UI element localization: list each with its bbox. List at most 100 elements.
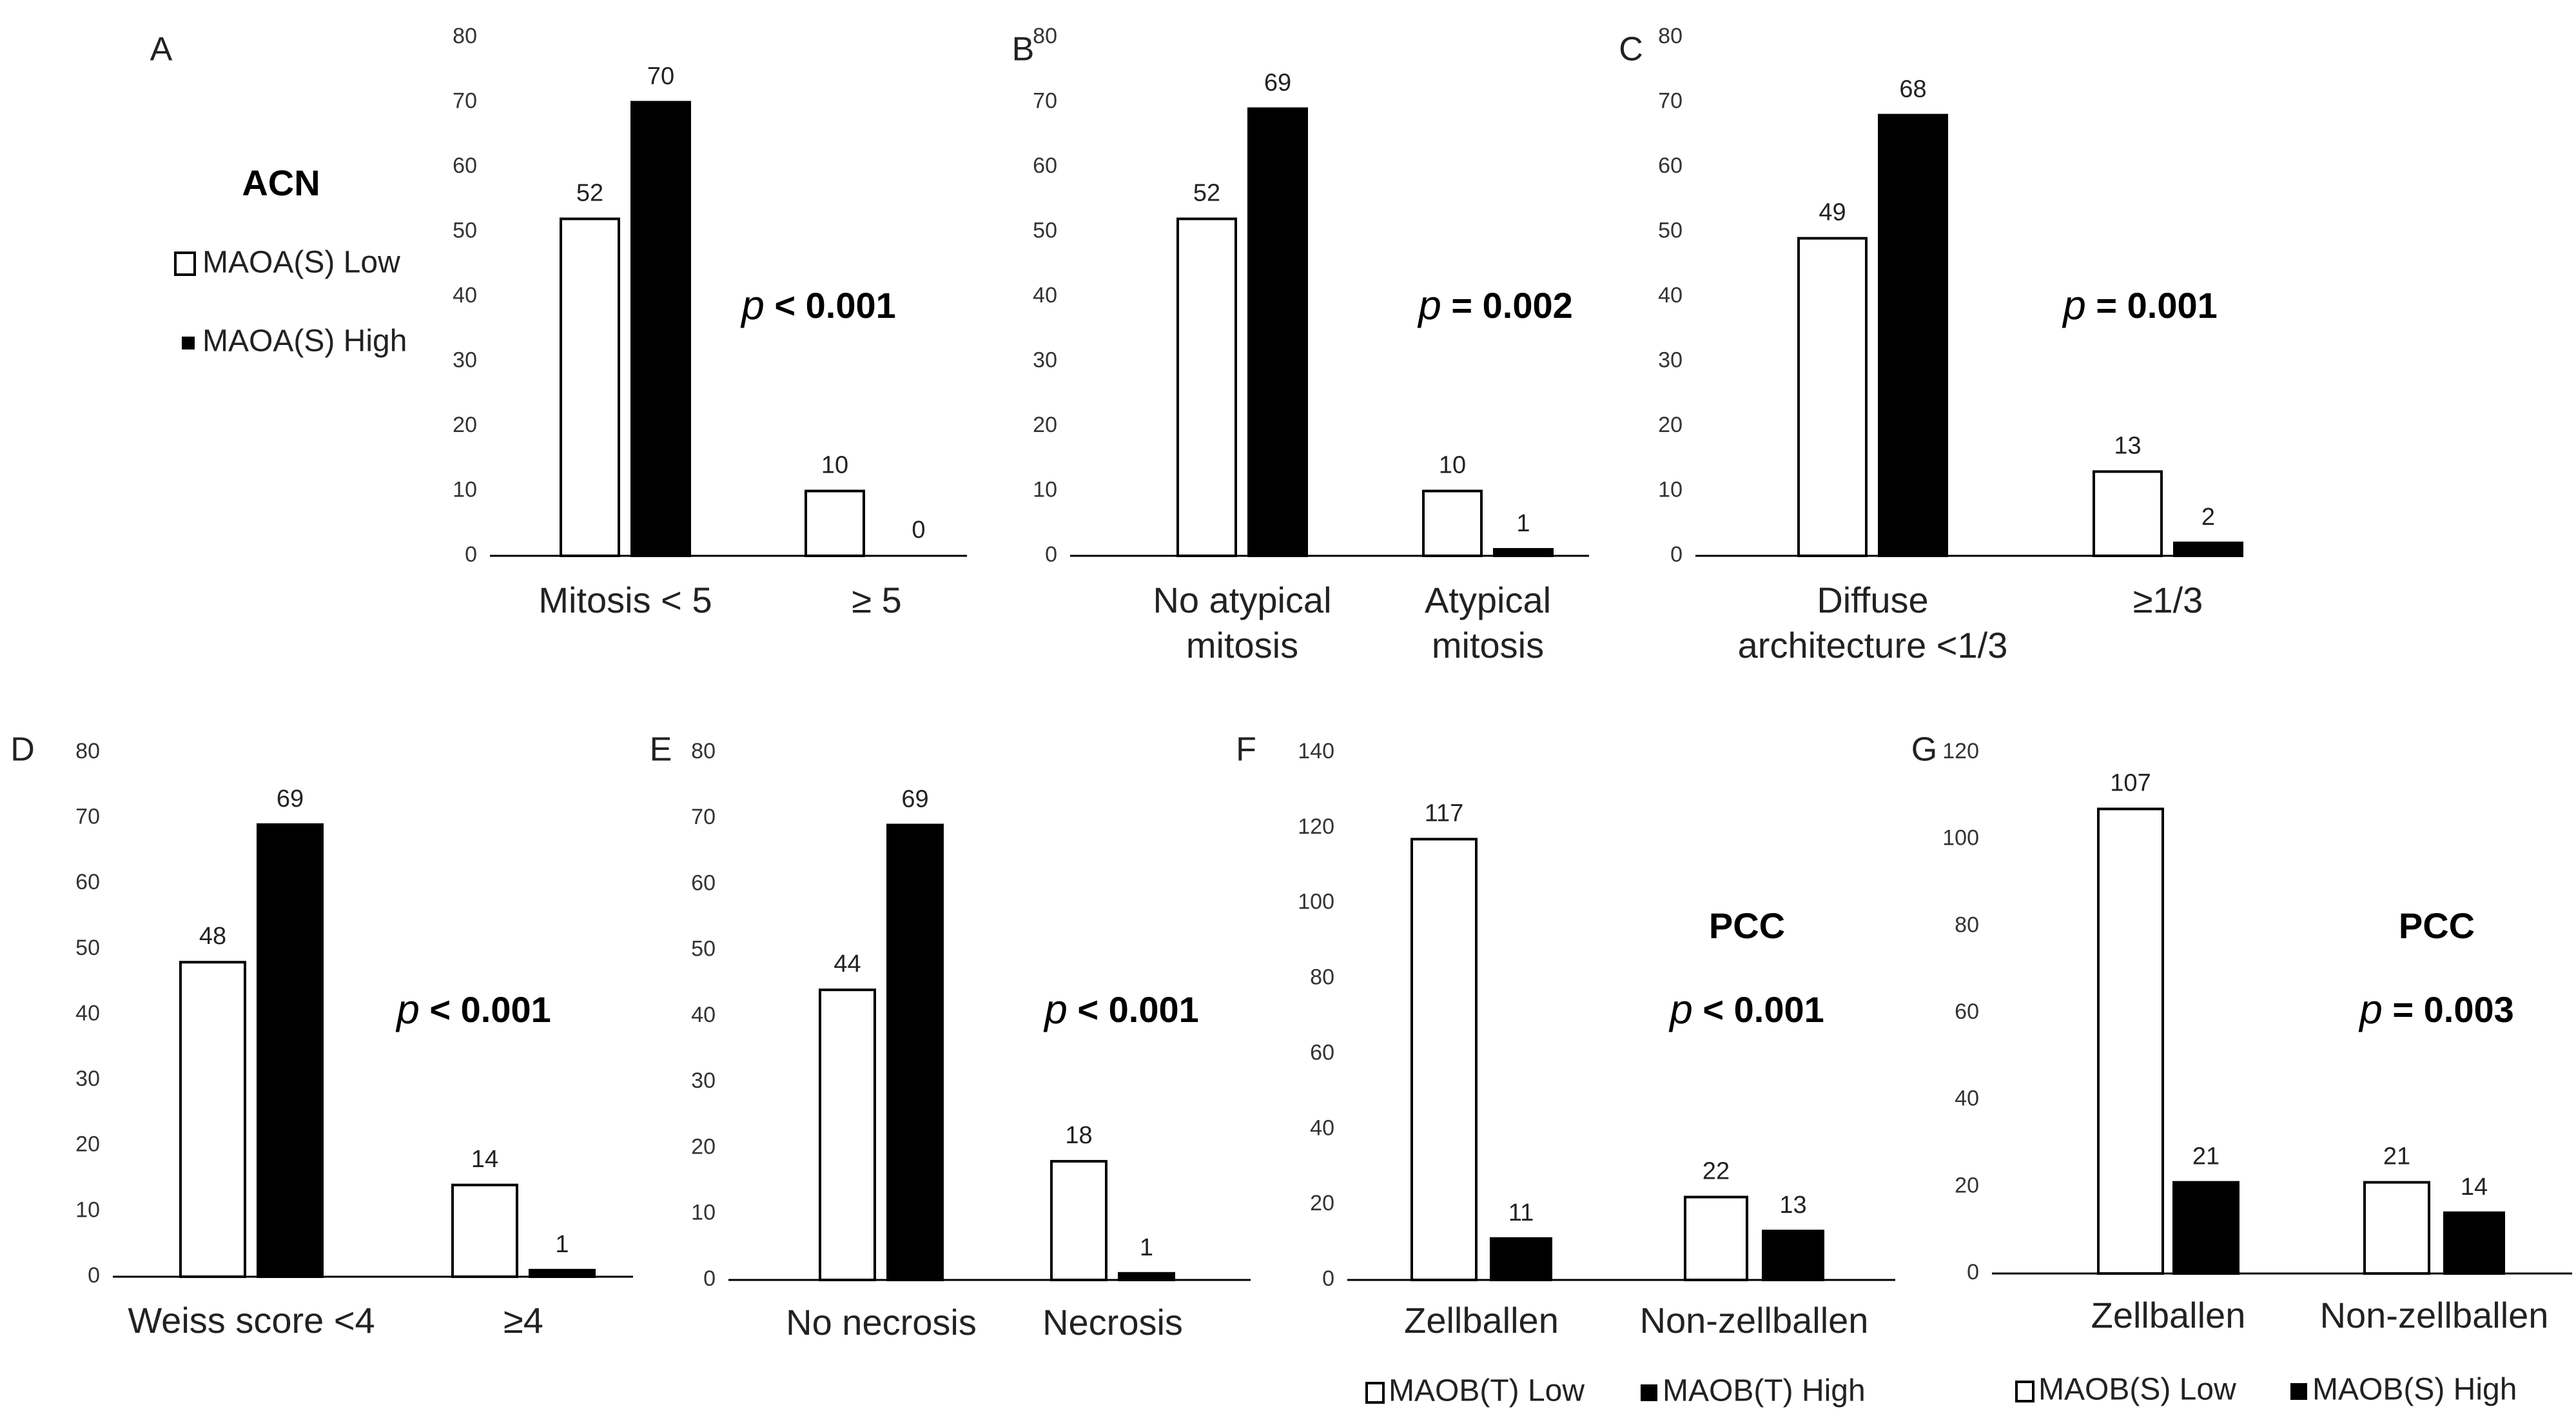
data-label: 70 <box>647 63 674 90</box>
y-tick-label: 70 <box>1658 88 1683 113</box>
category-label: architecture <1/3 <box>1738 625 2008 665</box>
y-tick-label: 20 <box>453 413 477 437</box>
p-symbol: p <box>2358 986 2383 1032</box>
y-tick-label: 70 <box>1033 88 1057 113</box>
panel-letter: C <box>1619 31 1643 68</box>
p-value: < 0.001 <box>765 285 896 326</box>
p-value-label: p = 0.001 <box>2062 282 2218 328</box>
y-tick-label: 60 <box>1310 1040 1334 1065</box>
y-tick-label: 40 <box>75 1001 100 1025</box>
category-label: No necrosis <box>786 1302 977 1342</box>
y-tick-label: 20 <box>1658 413 1683 437</box>
legend-swatch-high <box>1641 1384 1657 1401</box>
bar-high <box>2443 1211 2505 1275</box>
panel-letter: F <box>1236 731 1256 769</box>
data-label: 52 <box>576 179 603 206</box>
data-label: 1 <box>1516 510 1530 537</box>
y-tick-label: 80 <box>1310 965 1334 990</box>
y-tick-label: 0 <box>88 1263 100 1288</box>
bar-high <box>529 1268 596 1279</box>
data-label: 21 <box>2383 1143 2410 1170</box>
category-label: ≥4 <box>503 1300 543 1341</box>
bar-high <box>2173 541 2243 558</box>
y-tick-label: 60 <box>453 153 477 178</box>
bar-high <box>1762 1230 1824 1281</box>
p-value-label: p < 0.001 <box>1043 986 1199 1032</box>
y-tick-label: 80 <box>1955 912 1979 937</box>
category-label: Atypical <box>1425 580 1551 620</box>
bar-low <box>1684 1195 1748 1282</box>
y-tick-label: 80 <box>691 739 716 763</box>
p-symbol: p <box>1668 986 1693 1032</box>
y-tick-label: 50 <box>75 936 100 960</box>
category-label: mitosis <box>1432 625 1544 665</box>
y-tick-label: 20 <box>1033 413 1057 437</box>
category-label: Diffuse <box>1817 580 1928 620</box>
p-value-label: p < 0.001 <box>395 986 551 1032</box>
data-label: 69 <box>277 785 304 812</box>
y-tick-label: 40 <box>453 283 477 308</box>
data-label: 0 <box>912 516 925 544</box>
category-label: Mitosis < 5 <box>538 580 712 620</box>
panel-a: A 0 10 20 30 40 50 60 70 80 52 70 Mitosis < 5 10 0 ≥ 5 p… <box>150 24 967 620</box>
category-label: ≥1/3 <box>2133 580 2203 620</box>
panel-c: C 0 10 20 30 40 50 60 70 80 49 68 Diffuse architectur… <box>1619 24 2243 665</box>
p-symbol: p <box>2062 282 2086 328</box>
y-tick-label: 20 <box>1310 1191 1334 1215</box>
p-symbol: p <box>395 986 420 1032</box>
data-label: 1 <box>555 1231 569 1258</box>
data-label: 2 <box>2201 504 2215 531</box>
y-tick-label: 0 <box>1322 1266 1334 1291</box>
bar-high <box>1247 107 1308 558</box>
y-tick-label: 100 <box>1942 826 1979 851</box>
y-tick-label: 30 <box>691 1068 716 1093</box>
y-tick-label: 0 <box>1967 1260 1979 1284</box>
y-tick-label: 60 <box>75 870 100 894</box>
panel-b: B 0 10 20 30 40 50 60 70 80 52 69 No atypical mitosis… <box>1012 24 1589 665</box>
bar-high <box>1490 1237 1552 1281</box>
y-tick-label: 30 <box>1033 348 1057 372</box>
p-value-label: p < 0.001 <box>1668 986 1824 1032</box>
y-tick-label: 10 <box>691 1201 716 1225</box>
p-value: = 0.002 <box>1441 285 1573 326</box>
bar-low <box>1050 1159 1107 1281</box>
data-label: 10 <box>821 452 848 479</box>
bar-low <box>2363 1181 2430 1275</box>
legend-label: MAOB(T) Low <box>1389 1374 1585 1408</box>
y-tick-label: 140 <box>1298 739 1334 763</box>
y-tick-label: 30 <box>453 348 477 372</box>
panel-letter: G <box>1911 731 1937 769</box>
data-label: 22 <box>1703 1157 1730 1185</box>
bar-low <box>1410 838 1478 1281</box>
data-label: 49 <box>1819 199 1846 226</box>
group-title: PCC <box>1709 905 1785 946</box>
bar-high <box>2172 1181 2239 1275</box>
y-tick-label: 0 <box>465 542 477 567</box>
y-tick-label: 10 <box>1658 477 1683 502</box>
panel-letter: B <box>1012 31 1035 68</box>
y-tick-label: 10 <box>1033 477 1057 502</box>
legend-swatch-low <box>174 251 196 276</box>
bar-low <box>819 988 876 1281</box>
panel-letter: E <box>650 731 672 769</box>
y-tick-label: 50 <box>453 218 477 242</box>
data-label: 14 <box>471 1146 498 1173</box>
panel-e: E 0 10 20 30 40 50 60 70 80 44 69 No necrosis 18 1 Necr… <box>650 731 1251 1342</box>
data-label: 11 <box>1508 1199 1534 1226</box>
legend: MAOA(S) Low MAOA(S) High <box>174 246 407 359</box>
data-label: 107 <box>2110 770 2151 797</box>
bar-high <box>1493 547 1554 558</box>
bar-low <box>805 489 865 557</box>
data-label: 69 <box>901 786 928 813</box>
p-value-label: p < 0.001 <box>740 282 896 328</box>
y-tick-label: 20 <box>1955 1173 1979 1197</box>
data-label: 52 <box>1193 179 1220 206</box>
y-tick-label: 70 <box>453 88 477 113</box>
category-label: Zellballen <box>2091 1295 2246 1335</box>
bar-high <box>257 823 324 1278</box>
legend-swatch-high <box>2290 1383 2307 1400</box>
y-tick-label: 0 <box>1670 542 1683 567</box>
y-tick-label: 60 <box>1955 999 1979 1024</box>
y-tick-label: 40 <box>1955 1087 1979 1111</box>
